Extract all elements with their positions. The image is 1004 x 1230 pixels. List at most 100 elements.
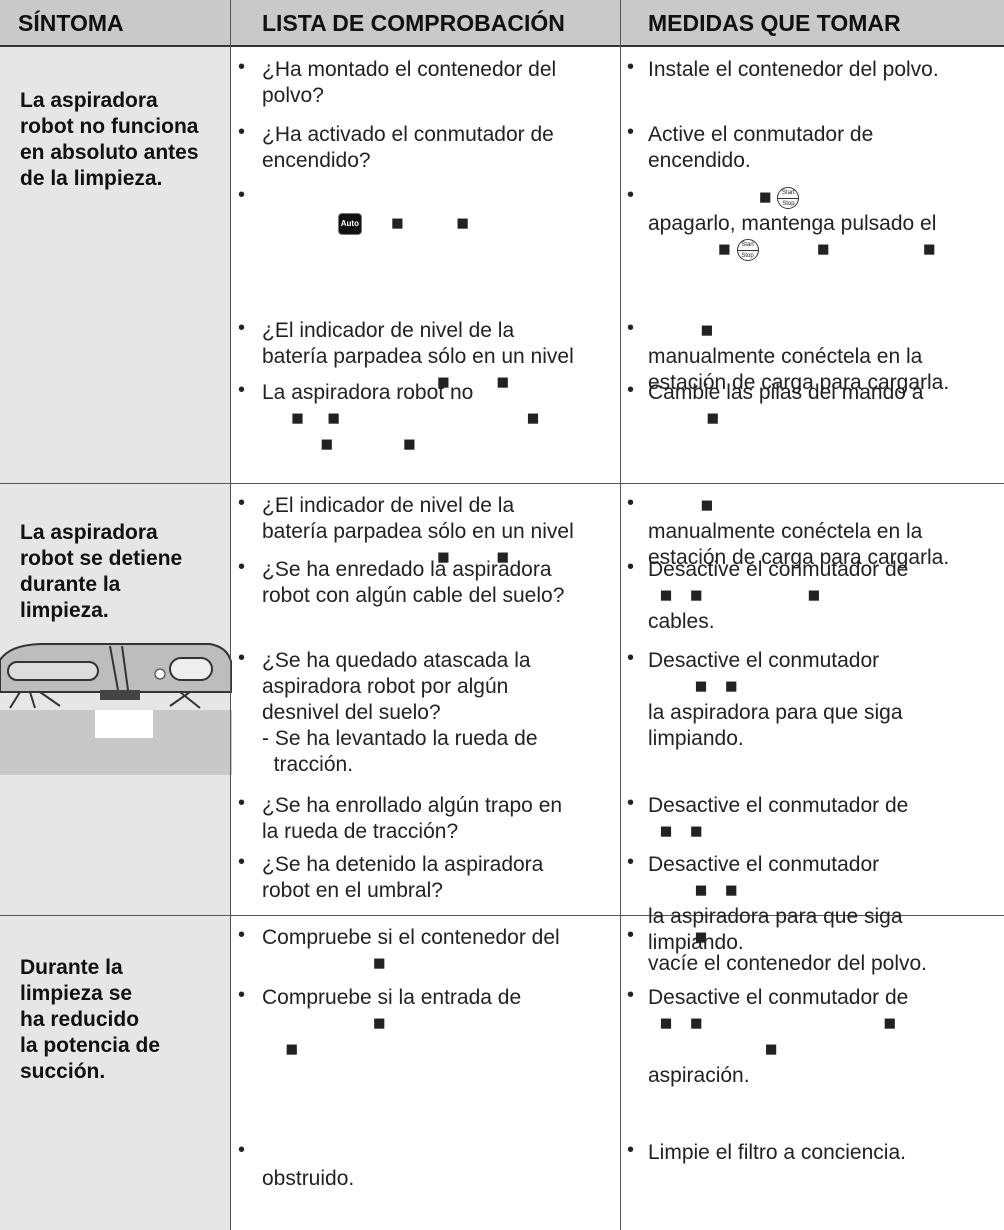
check-cell: obstruido.: [262, 1140, 354, 1192]
text-line: ¿El indicador de nivel de la: [262, 319, 515, 342]
row-divider: [0, 483, 1004, 484]
symptom-line: ha reducido: [20, 1008, 140, 1031]
text-line: aspiradora robot por algún: [262, 675, 509, 698]
symptom-cell: [0, 915, 230, 1230]
text-line: encendido?: [262, 149, 371, 172]
text-line: ■ ■: [262, 371, 510, 394]
text-line: Compruebe si el contenedor del: [262, 926, 560, 949]
symptom-line: limpieza.: [20, 599, 109, 622]
text-segment: ■ ■: [361, 212, 469, 235]
bullet: •: [238, 647, 246, 669]
text-line: apagarlo, mantenga pulsado el: [648, 212, 937, 235]
bullet: •: [238, 1139, 246, 1161]
check-cell: Compruebe si el contenedor del ■: [262, 925, 560, 977]
text-line: encendido.: [648, 149, 751, 172]
action-cell: Instale el contenedor del polvo.: [648, 57, 939, 83]
header-bar: [0, 0, 1004, 47]
text-line: polvo?: [262, 84, 324, 107]
text-line: - Se ha levantado la rueda de: [262, 727, 538, 750]
check-cell: La aspiradora robot no ■ ■ ■ ■ ■: [262, 380, 539, 458]
check-cell: ¿El indicador de nivel de la batería parp…: [262, 318, 574, 396]
bullet: •: [627, 851, 635, 873]
text-line: ■ Start Stop: [648, 185, 936, 211]
text-line: ■ ■ ■: [262, 407, 540, 430]
symptom-line: La aspiradora: [20, 521, 158, 544]
text-line: vacíe el contenedor del polvo.: [648, 952, 928, 975]
text-line: ■ ■ ■: [648, 1012, 897, 1035]
symptom-line: en absoluto antes: [20, 141, 199, 164]
bullet: •: [238, 379, 246, 401]
bullet: •: [238, 792, 246, 814]
text-line: obstruido.: [262, 1167, 355, 1190]
text-line: ¿Se ha quedado atascada la: [262, 649, 531, 672]
text-line: ¿Se ha enrollado algún trapo en: [262, 794, 563, 817]
icon-label: Start: [778, 188, 799, 199]
check-cell: ¿El indicador de nivel de la batería parp…: [262, 493, 574, 571]
text-line: ■ ■: [648, 879, 738, 902]
text-line: Desactive el conmutador de: [648, 558, 909, 581]
symptom-line: limpieza se: [20, 982, 133, 1005]
icon-label: Stop: [782, 200, 795, 207]
bullet: •: [238, 984, 246, 1006]
bullet: •: [238, 492, 246, 514]
bullet: •: [238, 556, 246, 578]
text-line: ■: [648, 494, 714, 517]
text-line: Desactive el conmutador de: [648, 986, 909, 1009]
text-line: ■: [648, 407, 720, 430]
icon-label: Stop: [741, 252, 754, 259]
start-stop-icon: Start Stop: [777, 187, 800, 210]
text-line: limpiando.: [648, 727, 744, 750]
text-line: ■ ■: [648, 820, 703, 843]
symptom-cell: [0, 47, 230, 483]
action-cell: Limpie el filtro a conciencia.: [648, 1140, 906, 1166]
text-segment: ■: [648, 186, 778, 209]
text-line: ■ ■: [648, 675, 738, 698]
bullet: •: [627, 792, 635, 814]
bullet: •: [627, 379, 635, 401]
check-cell: ¿Se ha detenido la aspiradora robot en el…: [262, 852, 543, 904]
text-line: ■: [262, 1012, 386, 1035]
bullet: •: [627, 924, 635, 946]
text-line: ■ ■ ■: [648, 584, 821, 607]
check-cell: Auto ■ ■: [262, 185, 469, 237]
text-line: batería parpadea sólo en un nivel: [262, 520, 574, 543]
action-cell: Desactive el conmutador de ■ ■ ■ ■ aspira…: [648, 985, 908, 1089]
text-line: ■: [648, 926, 708, 949]
text-line: ¿El indicador de nivel de la: [262, 494, 515, 517]
action-cell: Active el conmutador de encendido.: [648, 122, 873, 174]
text-line: [262, 185, 469, 211]
action-cell: Cambie las pilas del mando a ■: [648, 380, 923, 432]
text-line: ■: [648, 1038, 778, 1061]
text-line: la rueda de tracción?: [262, 820, 459, 843]
action-cell: Desactive el conmutador de ■ ■ ■ cables.: [648, 557, 908, 635]
text-line: Compruebe si la entrada de: [262, 986, 522, 1009]
check-cell: ¿Se ha enredado la aspiradora robot con a…: [262, 557, 564, 609]
bullet: •: [627, 184, 635, 206]
bullet: •: [627, 647, 635, 669]
bullet: •: [627, 317, 635, 339]
symptom: La aspiradora robot se detiene durante la l…: [20, 520, 182, 624]
text-line: ■ ■: [262, 546, 510, 569]
action-cell: Desactive el conmutador ■ ■ la aspiradora…: [648, 648, 903, 752]
text-line: ■: [648, 319, 714, 342]
symptom-line: durante la: [20, 573, 121, 596]
text-line: ■: [262, 952, 386, 975]
start-stop-icon: Start Stop: [736, 239, 759, 262]
text-line: cables.: [648, 610, 715, 633]
text-line: ¿Ha activado el conmutador de: [262, 123, 554, 146]
symptom-line: Durante la: [20, 956, 123, 979]
symptom: Durante la limpieza se ha reducido la poten…: [20, 955, 160, 1085]
text-segment: [262, 212, 338, 235]
text-line: Instale el contenedor del polvo.: [648, 58, 939, 81]
text-line: estación de carga para cargarla.: [648, 371, 950, 394]
text-line: Desactive el conmutador de: [648, 794, 909, 817]
text-segment: ■: [648, 238, 737, 261]
text-line: ■ Start Stop ■ ■: [648, 237, 936, 263]
symptom-line: La aspiradora: [20, 89, 158, 112]
symptom-line: succión.: [20, 1060, 106, 1083]
header-cell: MEDIDAS QUE TOMAR: [648, 10, 901, 36]
text-line: La aspiradora robot no: [262, 381, 474, 404]
text-line: limpiando.: [648, 931, 744, 954]
bullet: •: [238, 317, 246, 339]
